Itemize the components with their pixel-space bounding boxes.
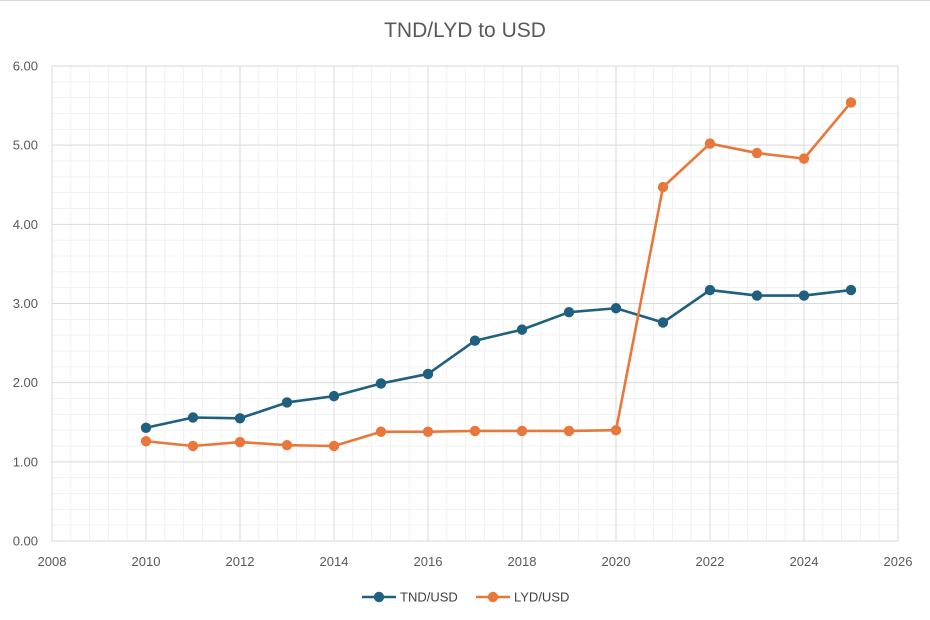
series-lyd-usd xyxy=(140,97,857,452)
data-point xyxy=(281,440,293,451)
major-grid xyxy=(51,65,899,542)
data-point xyxy=(140,436,152,447)
x-tick-label: 2024 xyxy=(790,554,819,569)
data-point xyxy=(610,424,622,436)
data-point xyxy=(469,335,481,346)
data-point xyxy=(751,147,763,159)
y-tick-label: 4.00 xyxy=(13,217,38,232)
chart-title: TND/LYD to USD xyxy=(384,19,546,42)
x-tick-label: 2020 xyxy=(602,554,631,569)
y-tick-label: 3.00 xyxy=(13,296,38,311)
data-point xyxy=(704,284,716,296)
legend-item: LYD/USD xyxy=(476,590,569,605)
data-point xyxy=(563,307,575,318)
y-tick-label: 2.00 xyxy=(13,375,38,390)
y-tick-label: 0.00 xyxy=(13,534,38,549)
data-point xyxy=(375,426,387,437)
x-tick-label: 2014 xyxy=(320,554,349,569)
data-point xyxy=(798,153,810,164)
legend-label: TND/USD xyxy=(400,590,458,605)
x-tick-label: 2026 xyxy=(884,554,913,569)
data-point xyxy=(657,181,669,193)
x-axis-ticks: 2008 2010 2012 2014 2016 2018 2020 2022 2024 2026 xyxy=(38,554,913,569)
data-point xyxy=(234,436,246,448)
x-tick-label: 2016 xyxy=(414,554,443,569)
legend-marker xyxy=(373,591,385,603)
data-point xyxy=(422,426,434,437)
y-axis-ticks: 0.00 1.00 2.00 3.00 4.00 5.00 6.00 xyxy=(13,59,38,549)
data-point xyxy=(657,317,669,328)
legend-marker xyxy=(487,591,499,603)
x-tick-label: 2010 xyxy=(132,554,161,569)
legend: TND/USD LYD/USD xyxy=(362,590,569,605)
y-tick-label: 1.00 xyxy=(13,454,38,469)
data-point xyxy=(328,440,340,452)
data-point xyxy=(422,368,434,380)
data-point xyxy=(234,413,246,424)
data-point xyxy=(610,303,622,314)
data-point xyxy=(845,284,857,296)
data-point xyxy=(140,422,152,433)
y-tick-label: 6.00 xyxy=(13,59,38,74)
data-point xyxy=(516,324,528,335)
series-line xyxy=(145,288,852,430)
data-point xyxy=(375,378,387,389)
x-tick-label: 2012 xyxy=(226,554,255,569)
data-point xyxy=(516,425,528,437)
x-tick-label: 2008 xyxy=(38,554,67,569)
data-point xyxy=(469,425,481,437)
data-point xyxy=(187,412,199,423)
y-tick-label: 5.00 xyxy=(13,138,38,153)
series-line xyxy=(145,101,852,448)
x-tick-label: 2022 xyxy=(696,554,725,569)
legend-item: TND/USD xyxy=(362,590,458,605)
data-point xyxy=(704,138,716,149)
data-point xyxy=(281,397,293,408)
data-point xyxy=(328,390,340,402)
x-tick-label: 2018 xyxy=(508,554,537,569)
series-tnd-usd xyxy=(140,284,857,433)
legend-label: LYD/USD xyxy=(514,590,569,605)
data-point xyxy=(563,425,575,437)
data-point xyxy=(798,290,810,301)
data-point xyxy=(751,290,763,301)
series-layer xyxy=(140,97,857,452)
data-point xyxy=(845,97,857,108)
data-point xyxy=(187,440,199,452)
